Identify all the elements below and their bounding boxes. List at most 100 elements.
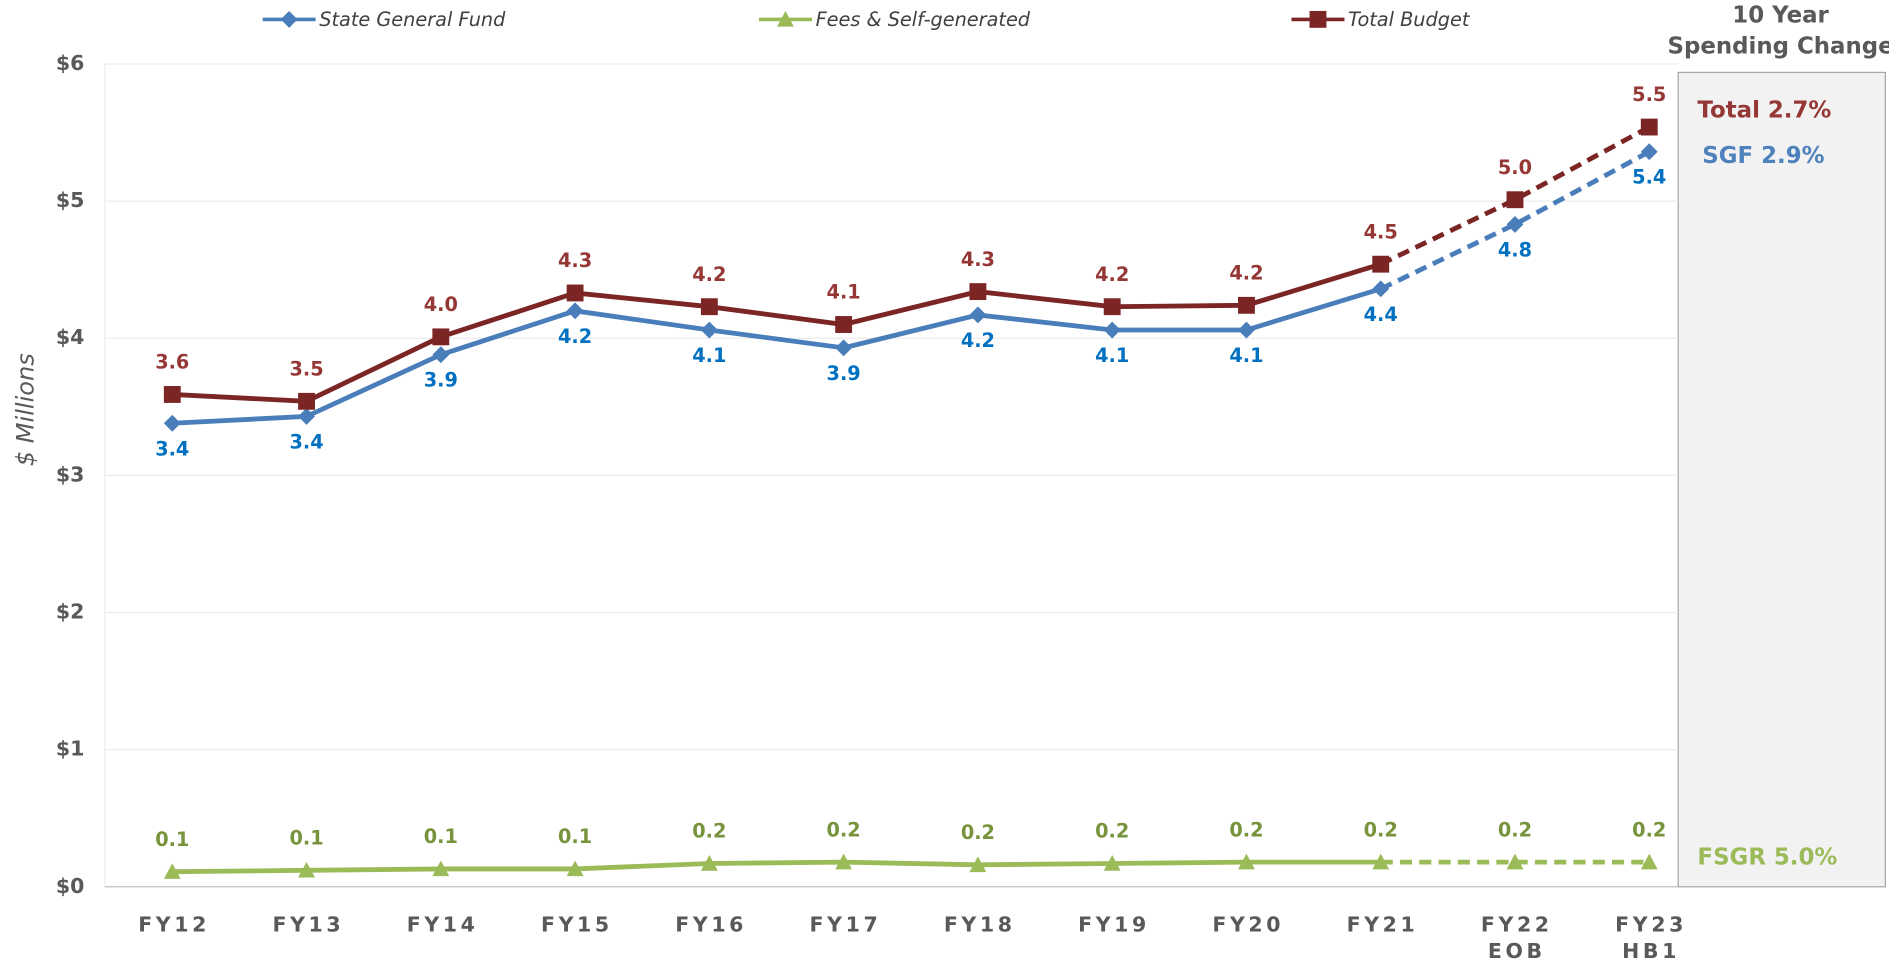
data-label: 3.9 bbox=[424, 369, 458, 392]
x-tick-label: FY18 bbox=[944, 912, 1016, 936]
series-line bbox=[1379, 124, 1651, 267]
data-label: 4.2 bbox=[1095, 263, 1129, 286]
y-axis-label: $ Millions bbox=[12, 353, 40, 466]
data-label: 4.4 bbox=[1364, 303, 1398, 326]
x-tick-label: FY13 bbox=[272, 912, 344, 936]
marker bbox=[1309, 10, 1327, 28]
data-label: 4.1 bbox=[1095, 344, 1129, 367]
data-label: 3.6 bbox=[155, 351, 189, 374]
marker bbox=[1372, 255, 1390, 273]
data-label: 0.1 bbox=[289, 827, 323, 850]
marker bbox=[700, 321, 718, 339]
data-label: 5.0 bbox=[1498, 156, 1532, 179]
data-label: 3.4 bbox=[155, 437, 189, 460]
marker bbox=[1640, 118, 1658, 136]
marker bbox=[1372, 280, 1390, 298]
x-tick-label: FY20 bbox=[1212, 912, 1284, 936]
x-tick-label: FY22 bbox=[1481, 912, 1553, 936]
marker bbox=[1640, 853, 1658, 870]
marker bbox=[1506, 191, 1524, 209]
marker bbox=[835, 339, 853, 357]
panel-title-line: 10 Year bbox=[1732, 2, 1829, 28]
data-label: 4.2 bbox=[961, 329, 995, 352]
data-label: 0.2 bbox=[1632, 818, 1666, 841]
data-label: 5.4 bbox=[1632, 166, 1666, 189]
marker bbox=[298, 392, 315, 410]
data-label: 4.1 bbox=[1229, 344, 1263, 367]
legend-label: State General Fund bbox=[319, 8, 506, 31]
data-label: 5.5 bbox=[1632, 83, 1666, 106]
data-label: 0.1 bbox=[155, 828, 189, 851]
marker bbox=[1238, 321, 1255, 339]
data-label: 0.2 bbox=[1229, 818, 1263, 841]
marker bbox=[280, 10, 298, 28]
x-tick-label: FY23 bbox=[1615, 912, 1687, 936]
marker bbox=[1238, 853, 1255, 870]
marker bbox=[298, 407, 315, 425]
series-line bbox=[172, 859, 1381, 875]
y-tick-label: $5 bbox=[56, 188, 84, 212]
legend-label: Fees & Self-generated bbox=[816, 8, 1031, 31]
panel-title-line: Spending Change bbox=[1667, 34, 1889, 60]
marker bbox=[1103, 298, 1121, 316]
marker bbox=[969, 283, 987, 301]
y-tick-label: $0 bbox=[56, 874, 84, 898]
marker bbox=[163, 863, 181, 879]
x-tick-label: HB1 bbox=[1622, 939, 1680, 963]
y-tick-label: $4 bbox=[56, 325, 84, 349]
x-tick-label: EOB bbox=[1488, 939, 1546, 963]
marker bbox=[566, 860, 584, 877]
series-line bbox=[172, 261, 1382, 404]
y-tick-label: $3 bbox=[56, 462, 84, 486]
data-label: 4.2 bbox=[1229, 262, 1263, 285]
marker bbox=[432, 860, 450, 877]
annotation: SGF 2.9% bbox=[1702, 143, 1824, 169]
marker bbox=[432, 346, 450, 364]
y-tick-label: $2 bbox=[56, 600, 84, 624]
marker bbox=[835, 316, 853, 333]
data-label: 3.5 bbox=[289, 357, 323, 380]
data-label: 4.2 bbox=[692, 263, 726, 286]
marker bbox=[566, 284, 584, 302]
x-tick-label: FY16 bbox=[675, 912, 747, 936]
y-tick-label: $6 bbox=[56, 51, 84, 75]
change-panel bbox=[1677, 71, 1886, 888]
marker bbox=[298, 861, 315, 878]
x-tick-label: FY19 bbox=[1078, 912, 1150, 936]
marker bbox=[566, 302, 584, 320]
data-label: 0.2 bbox=[1364, 818, 1398, 841]
series-line bbox=[172, 286, 1382, 426]
marker bbox=[163, 386, 181, 403]
marker bbox=[1103, 321, 1121, 339]
data-label: 4.1 bbox=[692, 344, 726, 367]
x-tick-label: FY21 bbox=[1347, 912, 1419, 936]
data-label: 4.0 bbox=[424, 293, 458, 316]
data-label: 4.8 bbox=[1498, 238, 1532, 261]
annotation: FSGR 5.0% bbox=[1697, 844, 1837, 870]
y-tick-label: $1 bbox=[56, 737, 84, 761]
marker bbox=[163, 414, 181, 432]
series-line bbox=[1379, 149, 1651, 292]
data-label: 4.5 bbox=[1364, 220, 1398, 243]
data-label: 0.1 bbox=[558, 825, 592, 848]
data-label: 0.2 bbox=[961, 821, 995, 844]
marker bbox=[1506, 853, 1524, 870]
legend-label: Total Budget bbox=[1348, 8, 1471, 31]
data-label: 0.2 bbox=[692, 820, 726, 843]
marker bbox=[969, 856, 987, 873]
marker bbox=[432, 328, 450, 346]
data-label: 4.2 bbox=[558, 325, 592, 348]
marker bbox=[1506, 215, 1524, 233]
marker bbox=[835, 853, 853, 870]
x-tick-label: FY12 bbox=[138, 912, 210, 936]
data-label: 4.1 bbox=[827, 281, 861, 304]
data-label: 0.2 bbox=[1498, 818, 1532, 841]
data-label: 0.2 bbox=[1095, 820, 1129, 843]
marker bbox=[1238, 296, 1255, 314]
marker bbox=[969, 306, 987, 324]
marker bbox=[700, 298, 718, 316]
marker bbox=[700, 855, 718, 871]
annotation: Total 2.7% bbox=[1697, 97, 1831, 123]
marker bbox=[777, 10, 794, 27]
